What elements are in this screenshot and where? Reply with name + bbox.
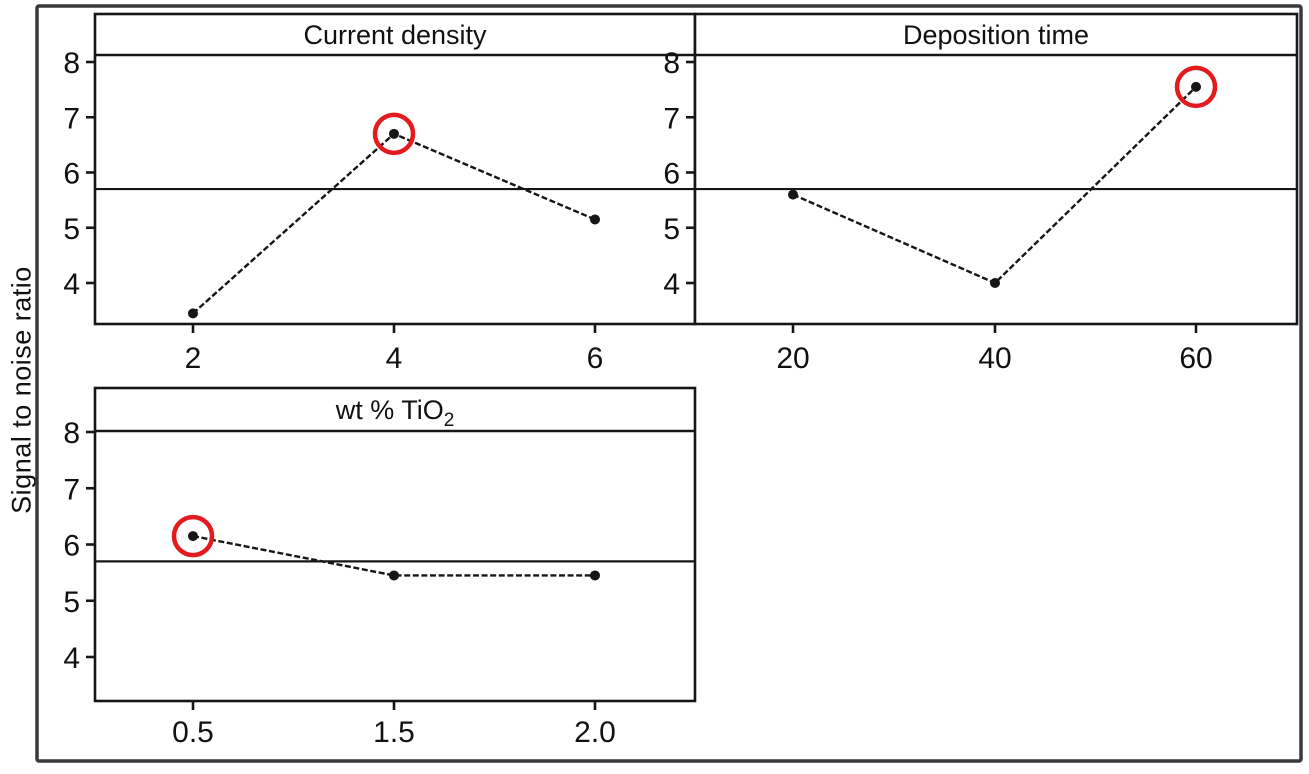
y-tick-label: 7 — [663, 102, 680, 135]
panel-box — [93, 386, 697, 703]
x-tick-label: 0.5 — [172, 716, 214, 749]
data-point — [990, 278, 1000, 288]
y-tick-label: 5 — [663, 213, 680, 246]
y-tick-label: 4 — [663, 268, 680, 301]
y-tick-label: 4 — [63, 268, 80, 301]
panel-title: Current density — [303, 20, 487, 50]
panel-title-subscript: 2 — [444, 410, 455, 431]
highlight-circle — [372, 112, 416, 156]
y-tick-label: 8 — [63, 47, 80, 80]
y-tick-label: 4 — [63, 642, 80, 675]
x-tick-label: 1.5 — [373, 716, 415, 749]
data-point — [1191, 81, 1201, 92]
figure-frame — [35, 4, 1303, 763]
highlight-circle — [1174, 65, 1218, 109]
data-point — [788, 189, 798, 200]
data-point — [590, 214, 600, 225]
data-point — [389, 128, 399, 139]
panel-box — [693, 12, 1299, 326]
highlight-circle — [171, 514, 215, 558]
y-tick-label: 8 — [663, 47, 680, 80]
data-point — [188, 308, 198, 319]
panel-title: Deposition time — [903, 20, 1089, 50]
x-tick-label: 2.0 — [574, 716, 616, 749]
data-point — [188, 531, 198, 542]
y-tick-label: 8 — [63, 417, 80, 450]
x-tick-label: 20 — [776, 342, 809, 375]
y-tick-label: 6 — [63, 158, 80, 191]
panel-box — [93, 12, 697, 326]
data-point — [389, 570, 399, 581]
y-tick-label: 7 — [63, 102, 80, 135]
x-tick-label: 6 — [587, 342, 604, 375]
x-tick-label: 2 — [185, 342, 202, 375]
y-tick-label: 5 — [63, 586, 80, 619]
y-tick-label: 7 — [63, 473, 80, 506]
x-tick-label: 4 — [386, 342, 403, 375]
y-tick-label: 5 — [63, 213, 80, 246]
y-tick-label: 6 — [663, 158, 680, 191]
data-line — [192, 534, 595, 577]
y-tick-label: 6 — [63, 530, 80, 563]
data-point — [590, 570, 600, 581]
x-tick-label: 60 — [1179, 342, 1212, 375]
x-tick-label: 40 — [978, 342, 1011, 375]
